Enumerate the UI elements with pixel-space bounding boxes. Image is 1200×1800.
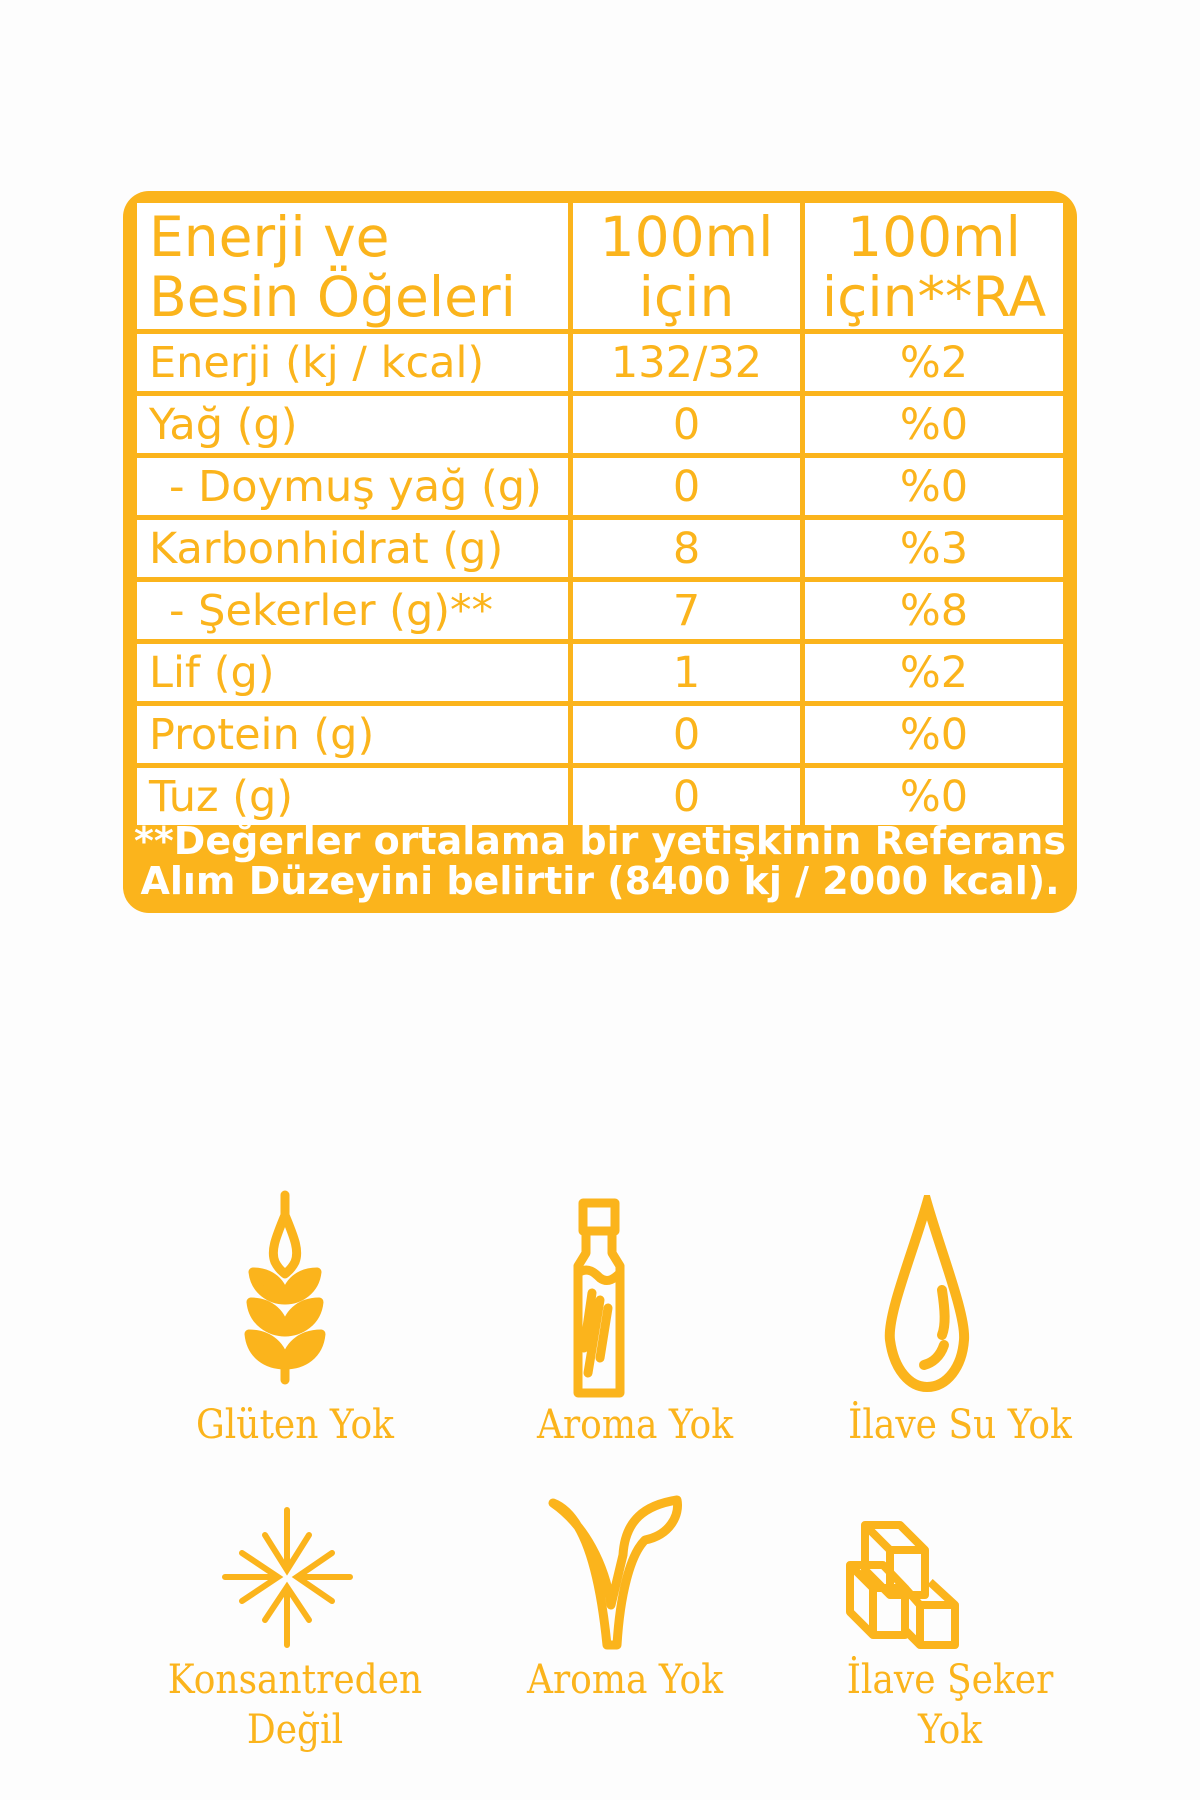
badge-label: İlave Şeker [846,1657,1054,1703]
table-row: Yağ (g) 0 %0 [137,396,1063,453]
header-line: 100ml [599,205,774,269]
nutrient-ra: %0 [805,396,1063,453]
nutrient-value: 0 [573,396,800,453]
nutrient-ra: %2 [805,644,1063,701]
badge-gluten-free: Glüten Yok [178,1400,412,1450]
nutrient-value: 0 [573,768,800,825]
water-drop-icon [884,1195,970,1393]
header-per-100ml: 100ml için [573,203,800,329]
nutrient-name: - Doymuş yağ (g) [137,458,568,515]
badge-label: Değil [246,1707,344,1753]
sugar-cubes-icon [846,1521,959,1649]
nutrition-table: Enerji ve Besin Öğeleri 100ml için 100ml iç… [123,191,1077,913]
nutrient-value: 0 [573,706,800,763]
nutrient-ra: %0 [805,706,1063,763]
table-row: - Şekerler (g)** 7 %8 [137,582,1063,639]
nutrient-name: Lif (g) [137,644,568,701]
nutrient-value: 132/32 [573,334,800,391]
nutrient-name: Protein (g) [137,706,568,763]
table-row: Tuz (g) 0 %0 [137,768,1063,825]
header-line: 100ml [847,205,1021,269]
table-row: Lif (g) 1 %2 [137,644,1063,701]
table-row: Karbonhidrat (g) 8 %3 [137,520,1063,577]
table-header: Enerji ve Besin Öğeleri 100ml için 100ml iç… [137,203,1063,329]
badge-not-from-concentrate: Konsantreden Değil [151,1655,439,1755]
nutrient-ra: %8 [805,582,1063,639]
badge-label: Konsantreden [167,1657,423,1703]
table-row: Protein (g) 0 %0 [137,706,1063,763]
table-row: Enerji (kj / kcal) 132/32 %2 [137,334,1063,391]
leaf-sprout-icon [548,1495,682,1650]
nutrient-value: 7 [573,582,800,639]
nutrient-value: 8 [573,520,800,577]
wheat-icon [244,1190,326,1385]
bottle-icon [573,1198,625,1398]
compress-arrows-icon [222,1507,353,1648]
header-nutrient: Enerji ve Besin Öğeleri [137,203,568,329]
footnote-line: Alım Düzeyini belirtir (8400 kj / 2000 k… [140,859,1060,903]
nutrient-value: 1 [573,644,800,701]
badge-label: İlave Su Yok [848,1402,1072,1448]
header-ra: 100ml için**RA [805,203,1063,329]
nutrient-name: Yağ (g) [137,396,568,453]
header-line: için**RA [821,265,1047,329]
badge-no-added-water: İlave Su Yok [830,1400,1091,1450]
nutrient-ra: %2 [805,334,1063,391]
badge-label: Aroma Yok [526,1657,724,1703]
nutrient-ra: %0 [805,768,1063,825]
nutrient-name: Enerji (kj / kcal) [137,334,568,391]
badge-no-added-sugar: İlave Şeker Yok [815,1655,1085,1755]
header-line: Besin Öğeleri [149,265,516,329]
footnote-line: **Değerler ortalama bir yetişkinin Refer… [134,819,1066,863]
nutrient-value: 0 [573,458,800,515]
header-line: Enerji ve [149,205,390,269]
header-line: için [638,265,735,329]
table-row: - Doymuş yağ (g) 0 %0 [137,458,1063,515]
nutrient-name: Karbonhidrat (g) [137,520,568,577]
footnote: **Değerler ortalama bir yetişkinin Refer… [123,821,1077,901]
badge-no-aroma-2: Aroma Yok [504,1655,747,1705]
badge-no-aroma: Aroma Yok [514,1400,757,1450]
nutrient-name: - Şekerler (g)** [137,582,568,639]
nutrient-ra: %3 [805,520,1063,577]
badge-label: Glüten Yok [196,1402,394,1448]
nutrient-ra: %0 [805,458,1063,515]
badge-label: Yok [917,1707,983,1753]
badge-label: Aroma Yok [536,1402,734,1448]
nutrient-name: Tuz (g) [137,768,568,825]
